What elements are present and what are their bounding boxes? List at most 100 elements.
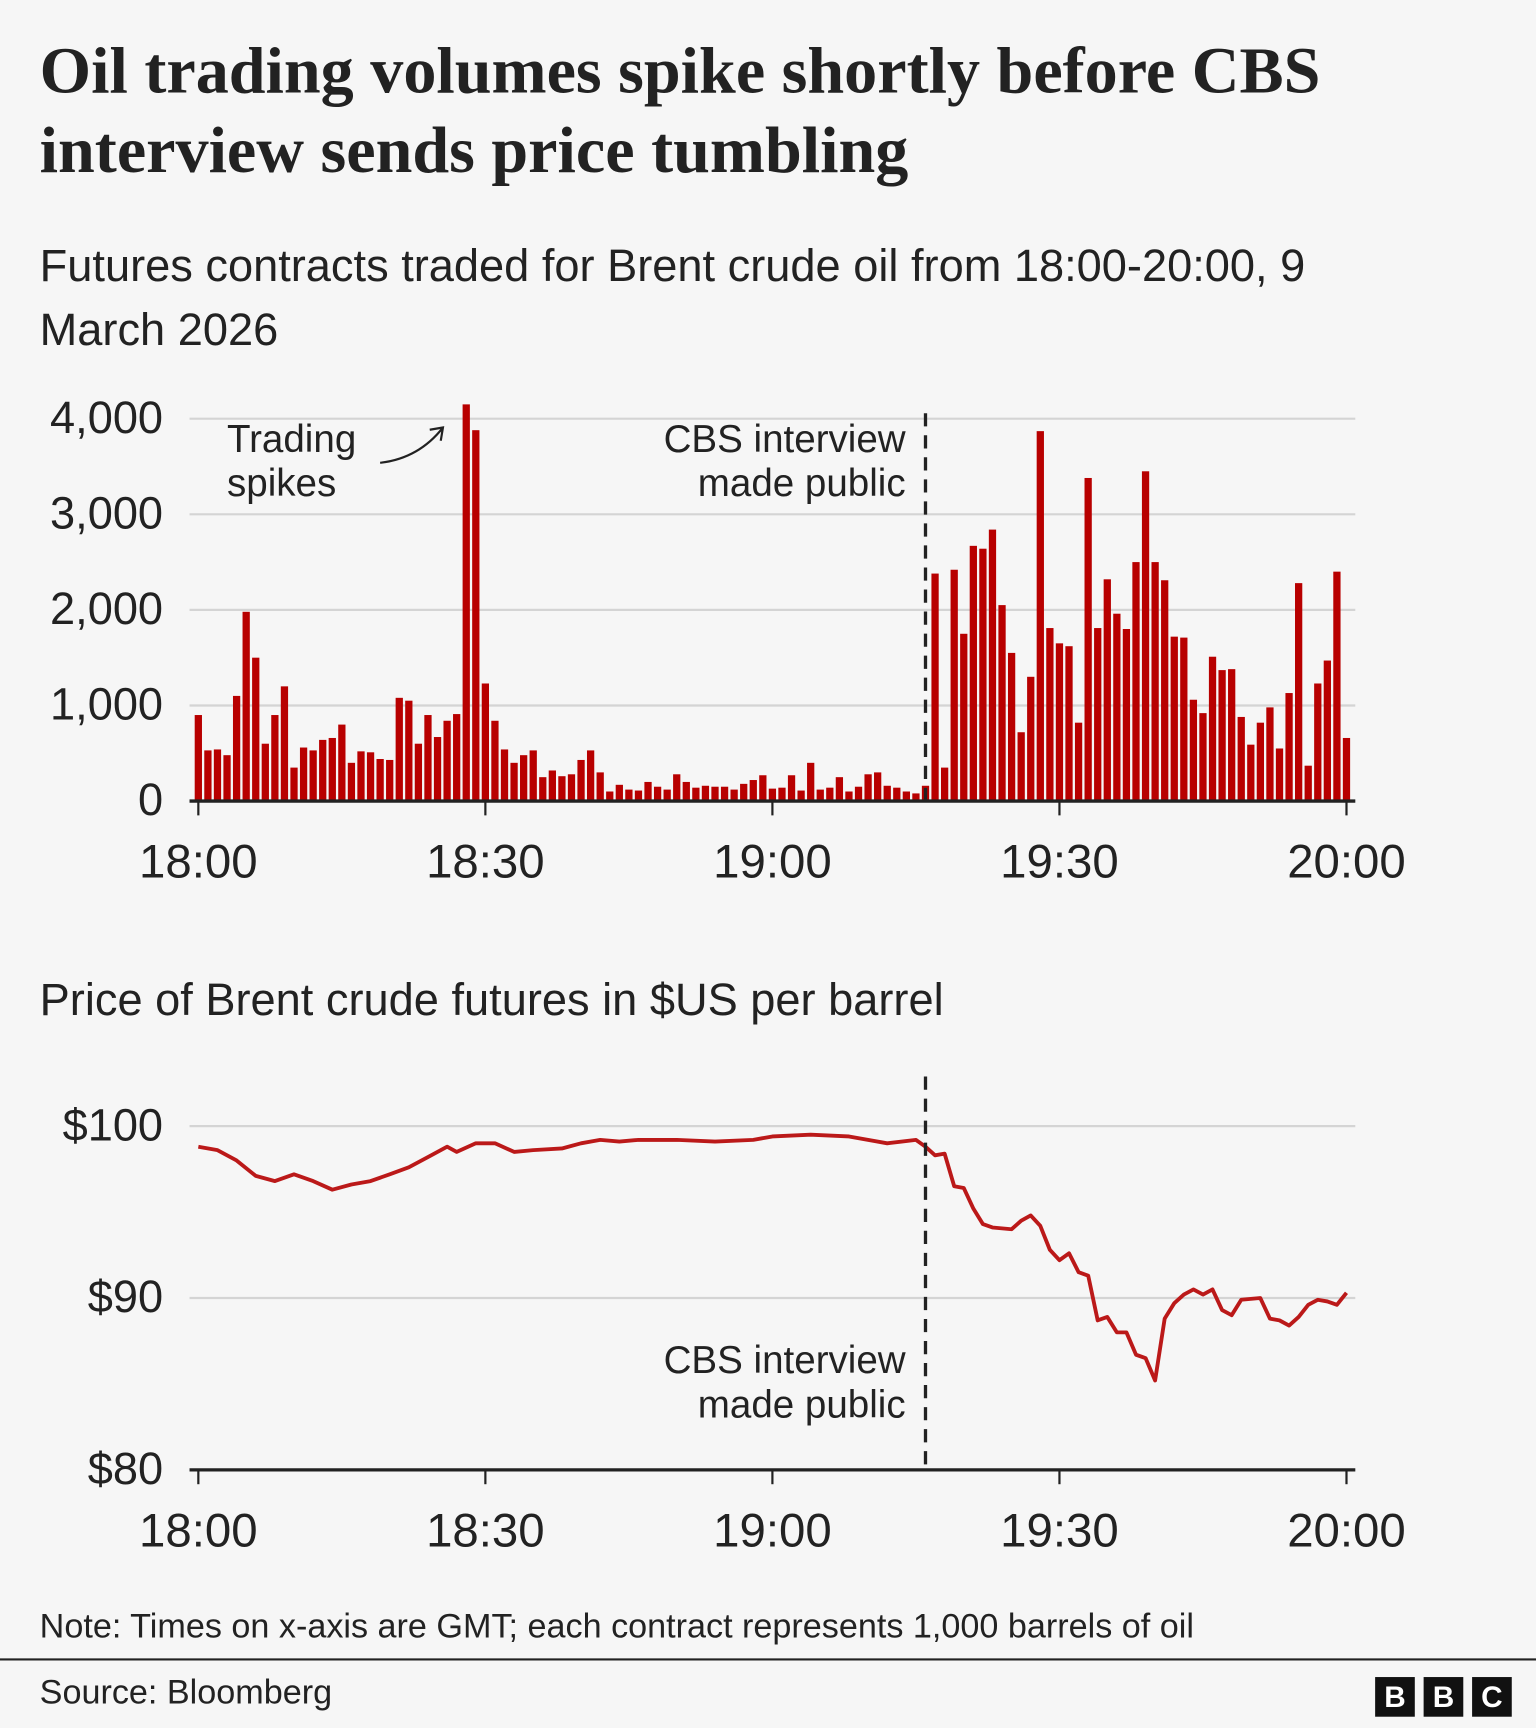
annotation: CBS interview: [664, 1339, 906, 1382]
bar: [835, 777, 844, 802]
bar: [950, 569, 958, 802]
bar: [845, 791, 853, 802]
bar: [500, 749, 509, 802]
bar: [979, 548, 987, 802]
bar: [319, 739, 327, 802]
annotation: made public: [698, 462, 906, 505]
bar: [223, 755, 231, 802]
bar: [1065, 646, 1073, 802]
bar: [1323, 660, 1331, 802]
bar: [299, 747, 308, 802]
bar: [1228, 669, 1236, 802]
annotation: CBS interview: [664, 418, 906, 461]
bar: [1094, 628, 1102, 802]
y-tick-label: $80: [88, 1443, 163, 1494]
bar: [797, 790, 805, 802]
bar: [548, 770, 556, 802]
bar: [960, 633, 968, 802]
bar: [653, 786, 662, 802]
bar: [1027, 676, 1035, 802]
y-tick-label: 3,000: [50, 487, 163, 538]
bar: [481, 683, 490, 802]
bar: [778, 787, 786, 802]
bar: [1007, 652, 1016, 802]
y-tick-label: $100: [63, 1099, 163, 1150]
bar: [443, 720, 451, 802]
logo-letter: B: [1384, 1681, 1406, 1714]
bar: [347, 762, 356, 802]
annotation-arrow: [380, 426, 445, 464]
x-tick-label: 18:00: [139, 1504, 258, 1557]
x-tick-label: 20:00: [1287, 835, 1406, 888]
bar: [510, 762, 518, 802]
bar: [644, 781, 652, 802]
bar: [357, 751, 365, 802]
x-tick-label: 18:00: [139, 835, 258, 888]
x-tick-label: 20:00: [1287, 1504, 1406, 1557]
bar: [280, 686, 289, 802]
bar: [1208, 656, 1217, 802]
bar: [462, 404, 470, 802]
bar: [807, 762, 815, 802]
bar: [539, 777, 547, 802]
bar: [816, 789, 824, 802]
bar: [969, 545, 977, 802]
bar: [414, 743, 423, 802]
bar: [366, 752, 375, 802]
bar: [491, 720, 499, 802]
x-tick-label: 18:30: [426, 1504, 545, 1557]
bar: [720, 786, 729, 802]
bar: [1247, 744, 1255, 802]
x-tick-label: 19:00: [713, 1504, 832, 1557]
logo-letter: C: [1481, 1681, 1503, 1714]
bar: [1237, 716, 1245, 802]
bar: [204, 750, 212, 802]
bar: [271, 715, 279, 802]
bar: [1170, 636, 1178, 802]
bar: [567, 774, 576, 802]
y-tick-label: 1,000: [50, 679, 163, 730]
bar: [1285, 693, 1293, 802]
bar: [998, 605, 1006, 802]
bar: [1074, 722, 1083, 802]
bar: [663, 789, 671, 802]
bar: [1113, 613, 1121, 802]
bar: [520, 755, 528, 802]
bar: [529, 750, 537, 802]
logo-box: [1423, 1677, 1464, 1717]
bar: [826, 787, 834, 802]
source: Source: Bloomberg: [39, 1672, 333, 1712]
bar: [453, 714, 461, 802]
chart-subtitle: Futures contracts traded for Brent crude…: [39, 240, 1306, 355]
note: Note: Times on x-axis are GMT; each cont…: [39, 1606, 1194, 1646]
bar: [940, 767, 949, 802]
bar: [433, 737, 442, 802]
bar: [682, 781, 690, 802]
bar: [424, 715, 432, 802]
y-tick-label: 4,000: [50, 392, 163, 443]
bar: [988, 529, 997, 802]
bar: [1256, 722, 1265, 802]
bar: [242, 611, 250, 802]
bar: [1266, 707, 1274, 802]
annotation: spikes: [227, 462, 336, 505]
bar: [1151, 562, 1159, 802]
bar: [261, 743, 269, 802]
bar: [328, 737, 336, 802]
bar: [1199, 713, 1207, 802]
bar: [1180, 637, 1188, 802]
bar: [558, 776, 566, 802]
bar: [252, 657, 260, 802]
bar: [1342, 737, 1351, 802]
bar: [1295, 583, 1303, 802]
bar: [874, 772, 882, 802]
bar: [1161, 580, 1169, 802]
bar: [213, 749, 222, 802]
bar: [232, 695, 241, 802]
bar: [472, 430, 480, 802]
x-tick-label: 18:30: [426, 835, 545, 888]
